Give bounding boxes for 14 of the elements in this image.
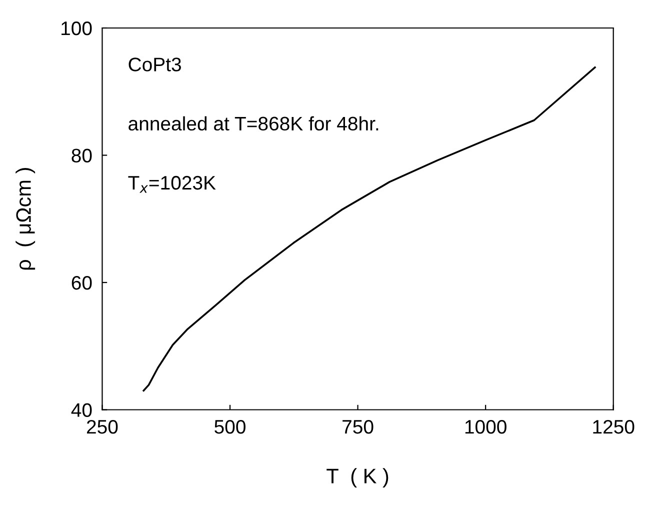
annotation: annealed at T=868K for 48hr. [128,116,378,131]
y-axis-title: ρ ( μΩcm ) [16,168,36,270]
y-tick-label: 60 [72,276,92,290]
x-tick-label: 250 [86,420,118,434]
x-tick-label: 500 [214,420,246,434]
y-tick-label: 40 [71,403,92,417]
x-tick-label: 1000 [465,420,506,434]
y-tick-label: 100 [62,21,92,36]
annotation: T$_{x}$=1023K [128,176,216,193]
x-tick-label: 750 [342,420,374,434]
x-tick-label: 1250 [593,420,634,434]
annotation: CoPt3 [128,58,181,72]
y-tick-label: 80 [72,148,92,162]
x-axis-title: T ( K ) [326,468,388,488]
